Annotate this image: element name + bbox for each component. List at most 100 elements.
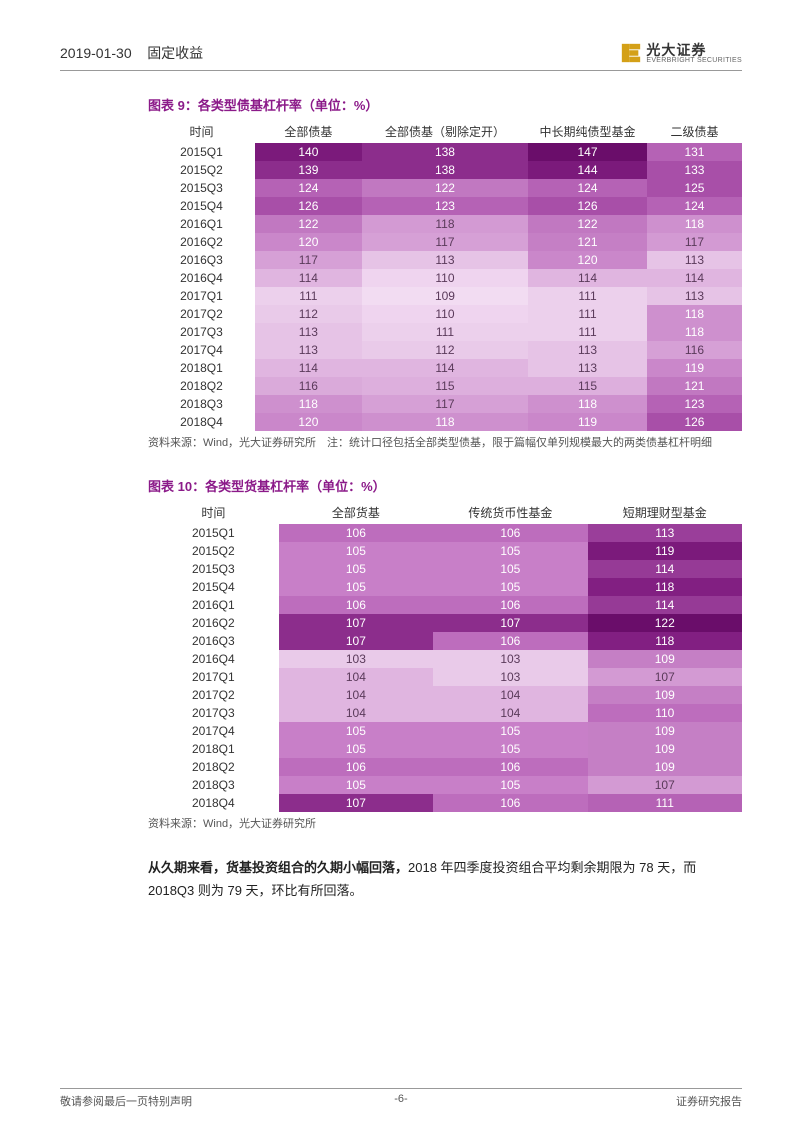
header-category: 固定收益 (147, 45, 203, 61)
table-row: 2018Q1114114113119 (148, 359, 742, 377)
data-cell: 106 (433, 524, 587, 542)
data-cell: 120 (528, 251, 647, 269)
data-cell: 103 (433, 668, 587, 686)
data-cell: 109 (588, 722, 742, 740)
table-row: 2017Q1104103107 (148, 668, 742, 686)
data-cell: 126 (647, 413, 742, 431)
data-cell: 139 (255, 161, 362, 179)
time-cell: 2018Q1 (148, 740, 279, 758)
data-cell: 140 (255, 143, 362, 161)
table10: 时间全部货基传统货币性基金短期理财型基金2015Q11061061132015Q… (148, 501, 742, 812)
data-cell: 118 (528, 395, 647, 413)
table-header-cell: 时间 (148, 501, 279, 524)
data-cell: 104 (279, 686, 433, 704)
data-cell: 111 (528, 287, 647, 305)
footer-right: 证券研究报告 (676, 1093, 742, 1109)
table-row: 2016Q4114110114114 (148, 269, 742, 287)
data-cell: 111 (528, 305, 647, 323)
data-cell: 133 (647, 161, 742, 179)
data-cell: 138 (362, 143, 528, 161)
data-cell: 115 (528, 377, 647, 395)
data-cell: 114 (647, 269, 742, 287)
time-cell: 2015Q2 (148, 161, 255, 179)
data-cell: 117 (647, 233, 742, 251)
logo-cn: 光大证券 (646, 43, 742, 57)
data-cell: 107 (279, 794, 433, 812)
data-cell: 109 (588, 686, 742, 704)
data-cell: 118 (588, 632, 742, 650)
data-cell: 113 (362, 251, 528, 269)
data-cell: 111 (255, 287, 362, 305)
time-cell: 2016Q3 (148, 632, 279, 650)
data-cell: 112 (255, 305, 362, 323)
data-cell: 105 (433, 578, 587, 596)
data-cell: 114 (588, 560, 742, 578)
data-cell: 105 (279, 578, 433, 596)
data-cell: 106 (433, 794, 587, 812)
data-cell: 106 (279, 596, 433, 614)
data-cell: 114 (588, 596, 742, 614)
time-cell: 2018Q2 (148, 377, 255, 395)
data-cell: 105 (433, 776, 587, 794)
table-header-cell: 中长期纯债型基金 (528, 120, 647, 143)
data-cell: 119 (528, 413, 647, 431)
data-cell: 122 (255, 215, 362, 233)
time-cell: 2018Q3 (148, 395, 255, 413)
data-cell: 107 (588, 776, 742, 794)
table-row: 2018Q4107106111 (148, 794, 742, 812)
table-header-cell: 全部货基 (279, 501, 433, 524)
table-row: 2017Q2104104109 (148, 686, 742, 704)
data-cell: 122 (528, 215, 647, 233)
data-cell: 113 (255, 323, 362, 341)
data-cell: 123 (362, 197, 528, 215)
time-cell: 2018Q4 (148, 794, 279, 812)
time-cell: 2016Q4 (148, 650, 279, 668)
data-cell: 120 (255, 233, 362, 251)
time-cell: 2016Q2 (148, 233, 255, 251)
data-cell: 125 (647, 179, 742, 197)
data-cell: 124 (255, 179, 362, 197)
data-cell: 114 (255, 359, 362, 377)
time-cell: 2015Q4 (148, 197, 255, 215)
data-cell: 126 (255, 197, 362, 215)
time-cell: 2018Q2 (148, 758, 279, 776)
data-cell: 116 (255, 377, 362, 395)
table-header-cell: 二级债基 (647, 120, 742, 143)
data-cell: 104 (279, 668, 433, 686)
table-row: 2016Q4103103109 (148, 650, 742, 668)
data-cell: 105 (433, 722, 587, 740)
everbright-logo-icon (620, 42, 642, 64)
table-header-cell: 全部债基（剔除定开） (362, 120, 528, 143)
data-cell: 109 (362, 287, 528, 305)
table-row: 2015Q4126123126124 (148, 197, 742, 215)
data-cell: 106 (279, 758, 433, 776)
table-header-cell: 全部债基 (255, 120, 362, 143)
data-cell: 113 (528, 359, 647, 377)
data-cell: 110 (362, 305, 528, 323)
data-cell: 122 (362, 179, 528, 197)
time-cell: 2018Q4 (148, 413, 255, 431)
data-cell: 105 (433, 740, 587, 758)
data-cell: 107 (279, 614, 433, 632)
time-cell: 2017Q3 (148, 323, 255, 341)
time-cell: 2015Q3 (148, 560, 279, 578)
data-cell: 121 (528, 233, 647, 251)
data-cell: 138 (362, 161, 528, 179)
data-cell: 117 (255, 251, 362, 269)
time-cell: 2015Q3 (148, 179, 255, 197)
data-cell: 105 (279, 560, 433, 578)
table9-title: 图表 9：各类型债基杠杆率（单位：%） (148, 95, 742, 114)
data-cell: 119 (647, 359, 742, 377)
time-cell: 2017Q4 (148, 341, 255, 359)
data-cell: 109 (588, 650, 742, 668)
time-cell: 2017Q3 (148, 704, 279, 722)
time-cell: 2017Q1 (148, 668, 279, 686)
data-cell: 111 (528, 323, 647, 341)
data-cell: 104 (279, 704, 433, 722)
data-cell: 113 (647, 287, 742, 305)
data-cell: 104 (433, 704, 587, 722)
data-cell: 112 (362, 341, 528, 359)
footer-left: 敬请参阅最后一页特别声明 (60, 1093, 192, 1109)
data-cell: 118 (647, 305, 742, 323)
table9-source: 资料来源：Wind，光大证券研究所 注：统计口径包括全部类型债基，限于篇幅仅单列… (148, 435, 742, 452)
